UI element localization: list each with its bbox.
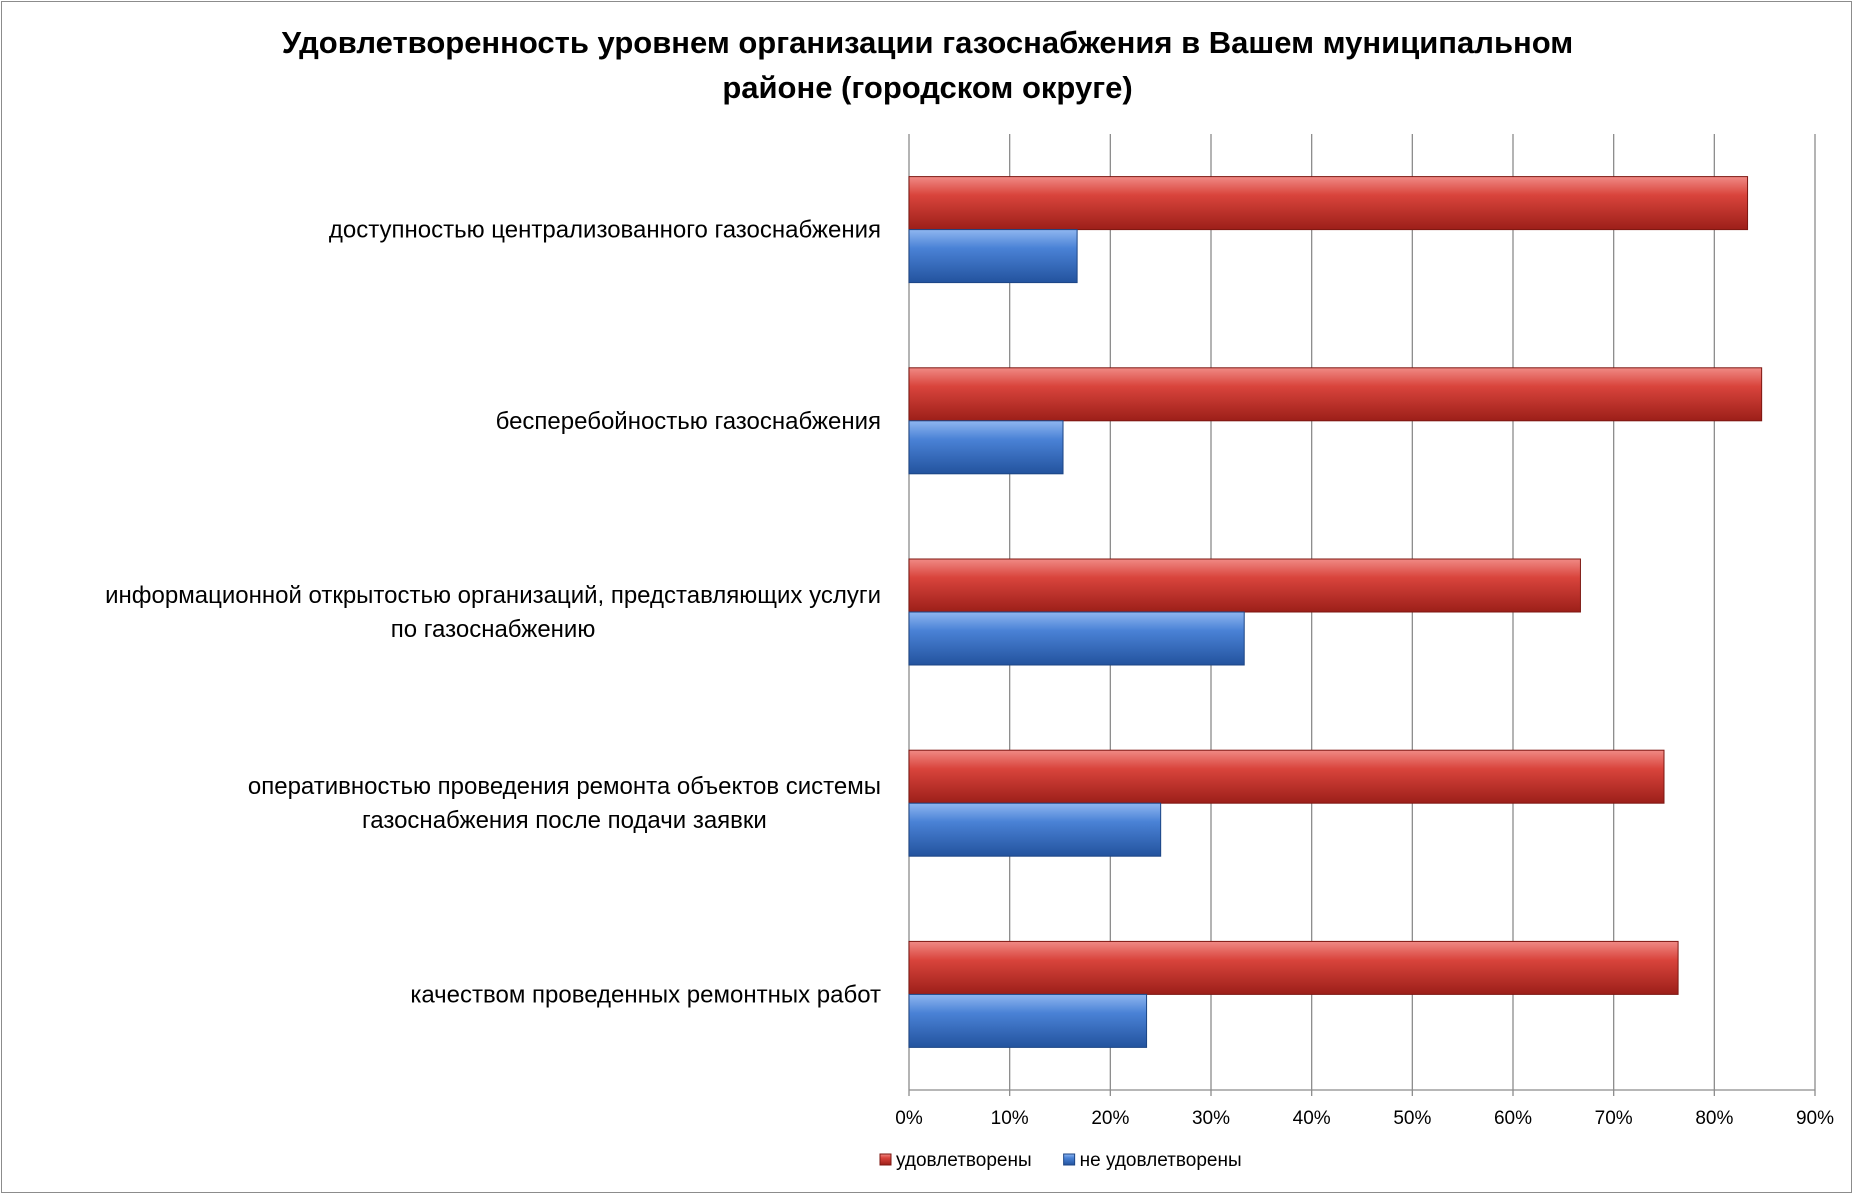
bar-satisfied xyxy=(908,558,1581,613)
x-tick-label: 70% xyxy=(1595,1108,1633,1129)
x-tick-label: 0% xyxy=(895,1108,923,1129)
bar-not-satisfied xyxy=(908,611,1245,666)
category-label: качеством проведенных ремонтных работ xyxy=(410,981,881,1008)
x-tick-labels: 0% 10% 20% 30% 40% 50% 60% 70% 80% 90% xyxy=(895,1108,1834,1129)
bar-not-satisfied xyxy=(908,420,1064,475)
bar-not-satisfied xyxy=(908,229,1078,284)
category-label: по газоснабжению xyxy=(391,616,596,643)
legend-swatch xyxy=(1063,1153,1076,1166)
legend-label: удовлетворены xyxy=(896,1150,1032,1171)
x-tick-label: 10% xyxy=(991,1108,1029,1129)
category-label: бесперебойностью газоснабжения xyxy=(496,408,881,435)
x-tick-label: 50% xyxy=(1393,1108,1431,1129)
x-tick-label: 20% xyxy=(1091,1108,1129,1129)
legend-swatch xyxy=(879,1153,892,1166)
category-label: информационной открытостью организаций, … xyxy=(105,582,881,609)
category-label: оперативностью проведения ремонта объект… xyxy=(248,773,881,800)
bar-satisfied xyxy=(908,940,1679,995)
category-label: газоснабжения после подачи заявки xyxy=(362,807,767,834)
legend: удовлетворены не удовлетворены xyxy=(879,1150,1242,1171)
chart-title: Удовлетворенность уровнем организации га… xyxy=(0,20,1855,110)
category-labels: доступностью централизованного газоснабж… xyxy=(105,217,881,1009)
chart-title-line-1: Удовлетворенность уровнем организации га… xyxy=(281,25,1574,60)
bars xyxy=(908,176,1763,1048)
bar-satisfied xyxy=(908,176,1749,231)
legend-label: не удовлетворены xyxy=(1080,1150,1242,1171)
x-tick-label: 80% xyxy=(1695,1108,1733,1129)
category-label: доступностью централизованного газоснабж… xyxy=(329,217,881,244)
x-tick-label: 90% xyxy=(1796,1108,1834,1129)
bar-satisfied xyxy=(908,367,1763,422)
x-tick-label: 40% xyxy=(1293,1108,1331,1129)
x-tick-label: 30% xyxy=(1192,1108,1230,1129)
bar-not-satisfied xyxy=(908,993,1148,1048)
bar-satisfied xyxy=(908,749,1665,804)
chart-title-line-2: районе (городском округе) xyxy=(722,70,1133,105)
x-tick-label: 60% xyxy=(1494,1108,1532,1129)
bar-not-satisfied xyxy=(908,802,1162,857)
